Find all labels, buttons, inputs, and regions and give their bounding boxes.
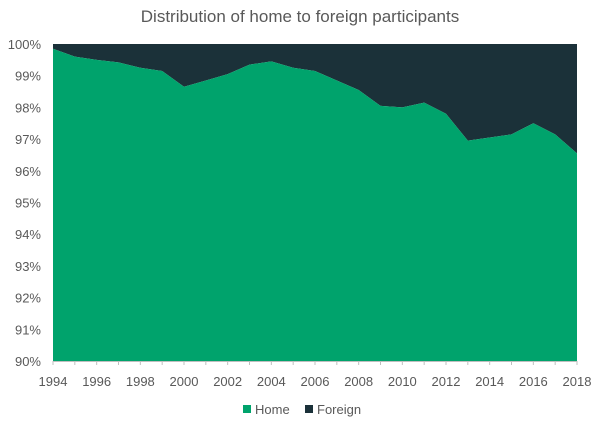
x-tick-label: 2006	[301, 374, 330, 389]
chart-title: Distribution of home to foreign particip…	[141, 7, 459, 26]
y-tick-label: 100%	[8, 37, 42, 52]
x-axis: 1994 1996 1998 2000 2002 2004 2006 2008 2010 2012…	[39, 361, 592, 389]
y-tick-label: 91%	[15, 322, 41, 337]
y-axis: 90% 91% 92% 93% 94% 95% 96% 97% 98% 99% 100%	[8, 37, 42, 369]
legend-label-home: Home	[255, 402, 290, 417]
y-tick-label: 99%	[15, 69, 41, 84]
y-tick-label: 98%	[15, 100, 41, 115]
y-tick-label: 92%	[15, 291, 41, 306]
y-tick-label: 96%	[15, 164, 41, 179]
y-tick-label: 93%	[15, 259, 41, 274]
x-tick-label: 2014	[475, 374, 504, 389]
plot-area	[53, 44, 577, 361]
x-tick-label: 2000	[170, 374, 199, 389]
x-tick-label: 2002	[213, 374, 242, 389]
x-tick-label: 2018	[563, 374, 592, 389]
x-tick-label: 2004	[257, 374, 286, 389]
x-tick-label: 1998	[126, 374, 155, 389]
x-tick-label: 2008	[344, 374, 373, 389]
legend-label-foreign: Foreign	[317, 402, 361, 417]
legend: Home Foreign	[243, 402, 361, 417]
series-area-home	[53, 48, 577, 361]
x-tick-label: 2012	[432, 374, 461, 389]
y-tick-label: 94%	[15, 227, 41, 242]
x-tick-label: 2010	[388, 374, 417, 389]
x-tick-label: 2016	[519, 374, 548, 389]
series-area-foreign	[53, 44, 577, 154]
y-tick-label: 95%	[15, 196, 41, 211]
x-tick-label: 1994	[39, 374, 68, 389]
y-tick-label: 97%	[15, 132, 41, 147]
legend-swatch-foreign	[305, 405, 313, 413]
y-tick-label: 90%	[15, 354, 41, 369]
x-tick-label: 1996	[82, 374, 111, 389]
legend-swatch-home	[243, 405, 251, 413]
